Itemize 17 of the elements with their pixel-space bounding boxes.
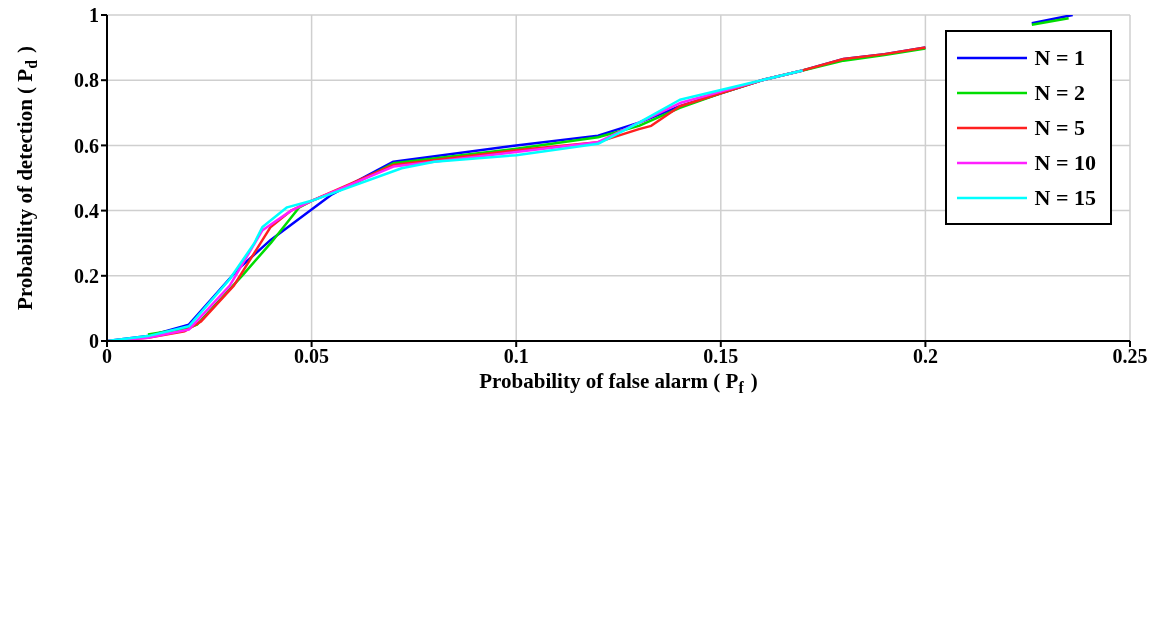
legend-label: N = 2 <box>1034 79 1085 106</box>
x-tick-label: 0.15 <box>703 345 739 368</box>
x-tick-label: 0.1 <box>503 345 529 368</box>
y-tick-label: 0 <box>89 330 99 353</box>
y-tick-label: 1 <box>89 4 99 27</box>
y-tick-label: 0.8 <box>74 69 99 92</box>
x-tick-label: 0.25 <box>1112 345 1148 368</box>
y-tick-label: 0.4 <box>74 199 99 222</box>
y-tick-label: 0.2 <box>74 264 99 287</box>
legend-label: N = 15 <box>1034 184 1096 211</box>
legend-label: N = 10 <box>1034 149 1096 176</box>
legend-label: N = 1 <box>1034 44 1085 71</box>
x-tick-label: 0.05 <box>294 345 330 368</box>
x-axis-title: Probability of false alarm ( P$_{f}$ ) <box>479 369 758 396</box>
x-tick-label: 0.2 <box>912 345 938 368</box>
legend-label: N = 5 <box>1034 114 1085 141</box>
y-tick-label: 0.6 <box>74 134 99 157</box>
